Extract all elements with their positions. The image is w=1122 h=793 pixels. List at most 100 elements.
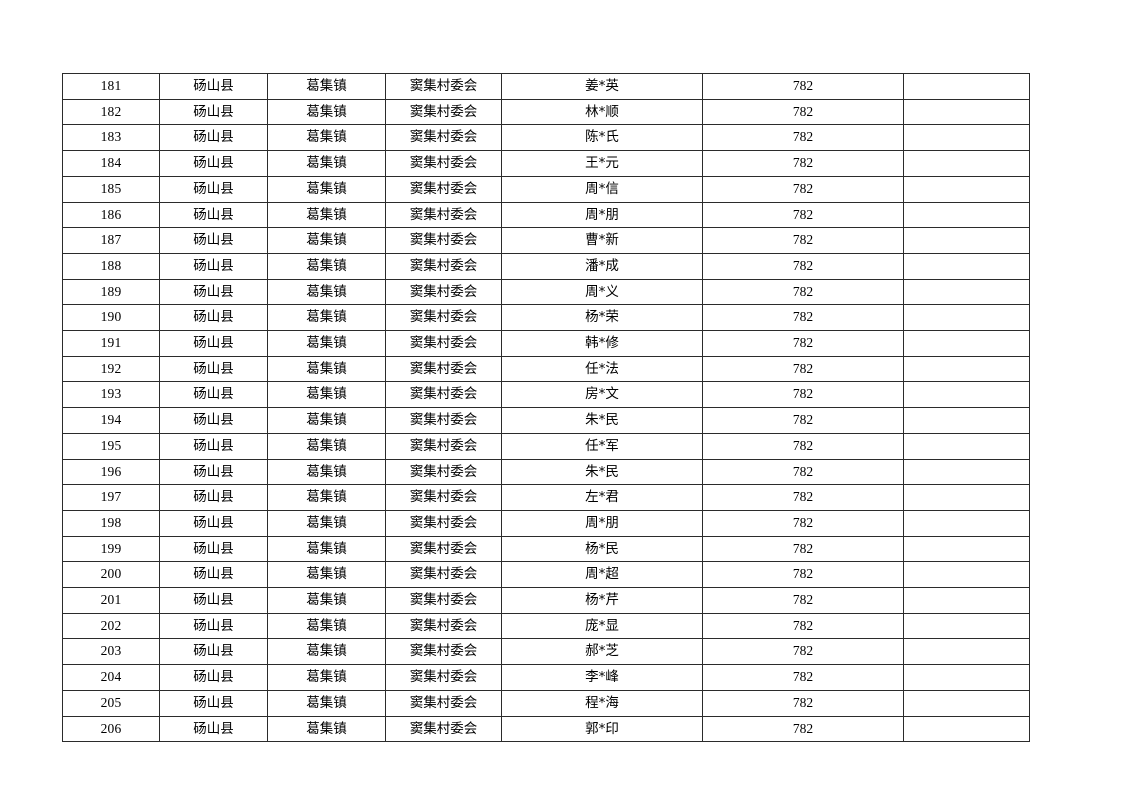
- cell-person-name: 郭*印: [501, 715, 703, 743]
- cell-county: 砀山县: [159, 175, 268, 203]
- table-row: 206 砀山县 葛集镇 窦集村委会 郭*印 782: [62, 715, 1030, 743]
- cell-county: 砀山县: [159, 612, 268, 640]
- cell-person-name: 姜*英: [501, 73, 703, 100]
- cell-sequence-number: 184: [62, 150, 160, 177]
- cell-amount: 782: [702, 252, 904, 280]
- cell-remarks: [903, 587, 1030, 614]
- cell-person-name: 王*元: [501, 150, 703, 177]
- cell-town: 葛集镇: [267, 150, 386, 177]
- cell-county: 砀山县: [159, 509, 268, 537]
- cell-sequence-number: 182: [62, 98, 160, 126]
- cell-remarks: [903, 252, 1030, 280]
- cell-village-committee: 窦集村委会: [385, 201, 502, 229]
- cell-person-name: 周*信: [501, 175, 703, 203]
- cell-village-committee: 窦集村委会: [385, 150, 502, 177]
- cell-remarks: [903, 304, 1030, 332]
- cell-village-committee: 窦集村委会: [385, 715, 502, 743]
- cell-amount: 782: [702, 201, 904, 229]
- table-row: 201 砀山县 葛集镇 窦集村委会 杨*芹 782: [62, 587, 1030, 614]
- cell-person-name: 任*法: [501, 355, 703, 383]
- cell-town: 葛集镇: [267, 407, 386, 434]
- cell-sequence-number: 206: [62, 715, 160, 743]
- cell-county: 砀山县: [159, 278, 268, 306]
- cell-sequence-number: 202: [62, 612, 160, 640]
- cell-amount: 782: [702, 175, 904, 203]
- cell-town: 葛集镇: [267, 73, 386, 100]
- cell-county: 砀山县: [159, 355, 268, 383]
- cell-town: 葛集镇: [267, 664, 386, 691]
- cell-sequence-number: 196: [62, 458, 160, 486]
- cell-village-committee: 窦集村委会: [385, 689, 502, 717]
- cell-village-committee: 窦集村委会: [385, 252, 502, 280]
- cell-county: 砀山县: [159, 201, 268, 229]
- cell-town: 葛集镇: [267, 124, 386, 152]
- cell-sequence-number: 185: [62, 175, 160, 203]
- cell-village-committee: 窦集村委会: [385, 124, 502, 152]
- cell-county: 砀山县: [159, 227, 268, 254]
- cell-amount: 782: [702, 73, 904, 100]
- cell-amount: 782: [702, 612, 904, 640]
- table-row: 195 砀山县 葛集镇 窦集村委会 任*军 782: [62, 432, 1030, 460]
- table-row: 184 砀山县 葛集镇 窦集村委会 王*元 782: [62, 150, 1030, 177]
- cell-remarks: [903, 227, 1030, 254]
- cell-amount: 782: [702, 124, 904, 152]
- cell-amount: 782: [702, 432, 904, 460]
- cell-person-name: 周*超: [501, 561, 703, 589]
- cell-village-committee: 窦集村委会: [385, 330, 502, 357]
- cell-town: 葛集镇: [267, 458, 386, 486]
- cell-person-name: 朱*民: [501, 458, 703, 486]
- cell-sequence-number: 194: [62, 407, 160, 434]
- table-row: 190 砀山县 葛集镇 窦集村委会 杨*荣 782: [62, 304, 1030, 332]
- cell-village-committee: 窦集村委会: [385, 98, 502, 126]
- cell-town: 葛集镇: [267, 227, 386, 254]
- cell-remarks: [903, 73, 1030, 100]
- table-row: 186 砀山县 葛集镇 窦集村委会 周*朋 782: [62, 201, 1030, 229]
- cell-person-name: 庞*显: [501, 612, 703, 640]
- cell-person-name: 郝*芝: [501, 638, 703, 666]
- cell-town: 葛集镇: [267, 587, 386, 614]
- cell-town: 葛集镇: [267, 612, 386, 640]
- cell-remarks: [903, 175, 1030, 203]
- cell-county: 砀山县: [159, 407, 268, 434]
- cell-village-committee: 窦集村委会: [385, 638, 502, 666]
- cell-village-committee: 窦集村委会: [385, 432, 502, 460]
- cell-amount: 782: [702, 458, 904, 486]
- cell-village-committee: 窦集村委会: [385, 355, 502, 383]
- cell-amount: 782: [702, 381, 904, 409]
- cell-amount: 782: [702, 535, 904, 563]
- cell-remarks: [903, 561, 1030, 589]
- cell-county: 砀山县: [159, 124, 268, 152]
- cell-sequence-number: 181: [62, 73, 160, 100]
- cell-amount: 782: [702, 407, 904, 434]
- cell-person-name: 周*朋: [501, 509, 703, 537]
- cell-amount: 782: [702, 278, 904, 306]
- cell-county: 砀山县: [159, 73, 268, 100]
- table-row: 202 砀山县 葛集镇 窦集村委会 庞*显 782: [62, 612, 1030, 640]
- cell-person-name: 韩*修: [501, 330, 703, 357]
- cell-remarks: [903, 278, 1030, 306]
- table-row: 200 砀山县 葛集镇 窦集村委会 周*超 782: [62, 561, 1030, 589]
- cell-village-committee: 窦集村委会: [385, 458, 502, 486]
- cell-county: 砀山县: [159, 561, 268, 589]
- cell-village-committee: 窦集村委会: [385, 175, 502, 203]
- cell-person-name: 李*峰: [501, 664, 703, 691]
- cell-village-committee: 窦集村委会: [385, 587, 502, 614]
- cell-remarks: [903, 638, 1030, 666]
- cell-village-committee: 窦集村委会: [385, 278, 502, 306]
- table-row: 181 砀山县 葛集镇 窦集村委会 姜*英 782: [62, 73, 1030, 100]
- cell-remarks: [903, 355, 1030, 383]
- cell-amount: 782: [702, 664, 904, 691]
- cell-remarks: [903, 124, 1030, 152]
- cell-amount: 782: [702, 355, 904, 383]
- cell-person-name: 周*义: [501, 278, 703, 306]
- cell-town: 葛集镇: [267, 638, 386, 666]
- cell-remarks: [903, 458, 1030, 486]
- cell-amount: 782: [702, 227, 904, 254]
- cell-sequence-number: 188: [62, 252, 160, 280]
- cell-county: 砀山县: [159, 381, 268, 409]
- cell-person-name: 程*海: [501, 689, 703, 717]
- table-row: 205 砀山县 葛集镇 窦集村委会 程*海 782: [62, 689, 1030, 717]
- cell-village-committee: 窦集村委会: [385, 227, 502, 254]
- beneficiary-roster-table: 181 砀山县 葛集镇 窦集村委会 姜*英 782 182 砀山县 葛集镇 窦集村委会 林*顺 782…: [62, 73, 1030, 743]
